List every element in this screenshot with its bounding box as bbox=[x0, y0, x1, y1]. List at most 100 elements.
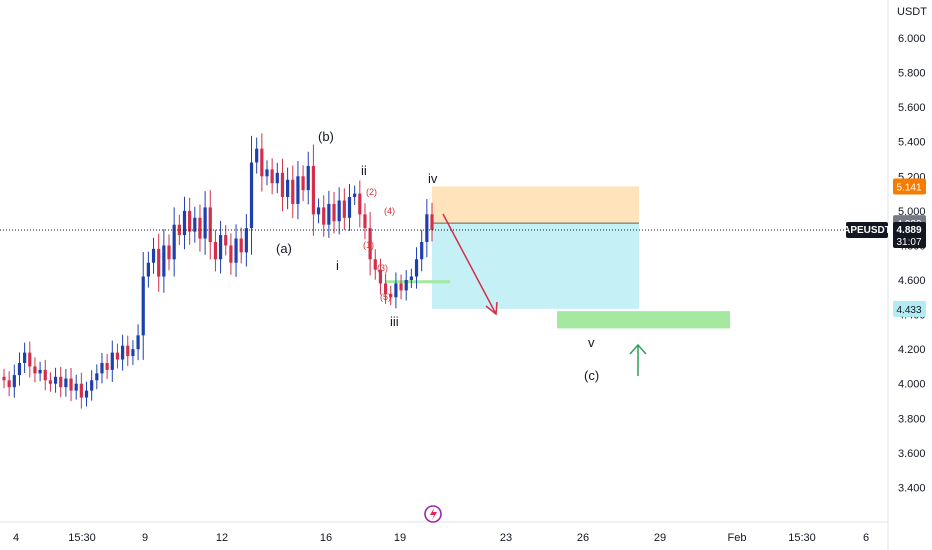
candle-body bbox=[425, 214, 429, 242]
candle-body bbox=[69, 378, 73, 391]
candle-body bbox=[368, 228, 372, 260]
candle-body bbox=[95, 373, 99, 381]
candle-body bbox=[378, 269, 383, 284]
x-tick-label: 29 bbox=[654, 532, 666, 544]
candle-body bbox=[404, 280, 408, 291]
current-price-tag: APEUSDT 4.889 31:07 bbox=[843, 222, 926, 249]
candle-body bbox=[260, 148, 264, 177]
symbol-tag: APEUSDT bbox=[843, 225, 891, 236]
sub-wave-5: (5) bbox=[380, 292, 391, 302]
x-tick-label: 4 bbox=[13, 532, 19, 544]
candle-body bbox=[296, 176, 300, 204]
candle-body bbox=[131, 349, 135, 357]
candle-body bbox=[358, 193, 362, 215]
x-tick-label: 9 bbox=[142, 532, 148, 544]
candle-body bbox=[110, 352, 114, 370]
candle-body bbox=[162, 245, 166, 277]
y-tick-label: 5.800 bbox=[898, 68, 926, 80]
candle-body bbox=[90, 380, 94, 391]
sub-wave-1: (1) bbox=[363, 240, 374, 250]
candle-body bbox=[430, 214, 434, 230]
wave-label-a: (a) bbox=[276, 241, 292, 256]
wave-label-b: (b) bbox=[318, 129, 334, 144]
candle-body bbox=[2, 376, 6, 381]
x-tick-label: 23 bbox=[500, 532, 512, 544]
countdown-timer: 31:07 bbox=[896, 237, 921, 248]
candle-body bbox=[146, 262, 150, 277]
candle-body bbox=[342, 200, 346, 218]
candle-body bbox=[306, 165, 310, 191]
y-tick-label: 3.600 bbox=[898, 448, 926, 460]
wave-label-i: i bbox=[336, 258, 339, 273]
y-tick-label: 4.200 bbox=[898, 344, 926, 356]
symbol-tag-bg bbox=[846, 222, 888, 239]
candle-body bbox=[84, 390, 89, 398]
candle-body bbox=[188, 210, 192, 232]
sub-wave-3: (3) bbox=[377, 263, 388, 273]
candle-body bbox=[157, 248, 161, 277]
x-tick-label: 15:30 bbox=[788, 532, 816, 544]
candle-body bbox=[193, 217, 197, 232]
time-axis[interactable]: 4 15:30 9 12 16 19 23 26 29 Feb 15:30 6 bbox=[13, 532, 869, 544]
candle-body bbox=[218, 235, 223, 260]
candle-body bbox=[151, 248, 156, 263]
y-tick-label: 4.600 bbox=[898, 275, 926, 287]
candle-body bbox=[17, 362, 22, 376]
candle-body bbox=[33, 366, 37, 374]
wave-label-ii: ii bbox=[361, 163, 367, 178]
candle-body bbox=[244, 228, 248, 253]
y-tick-label: 4.000 bbox=[898, 379, 926, 391]
candle-body bbox=[316, 207, 321, 215]
candle-body bbox=[270, 169, 274, 184]
price-tag-label: 4.433 bbox=[896, 305, 921, 316]
price-tag-bg bbox=[893, 178, 926, 195]
candle-body bbox=[322, 207, 326, 225]
candle-body bbox=[141, 276, 145, 336]
candle-body bbox=[213, 241, 218, 260]
candle-body bbox=[105, 362, 109, 370]
candle-body bbox=[383, 283, 388, 294]
x-tick-label: 6 bbox=[863, 532, 869, 544]
wave-label-v: v bbox=[588, 335, 595, 350]
y-tick-label: 5.400 bbox=[898, 137, 926, 149]
candle-body bbox=[239, 238, 243, 253]
logo-icon bbox=[424, 505, 442, 523]
candle-body bbox=[28, 352, 32, 367]
down-arrow bbox=[442, 213, 498, 316]
price-axis[interactable]: 3.4003.6003.8004.0004.2004.4004.6004.800… bbox=[898, 33, 926, 494]
candle-body bbox=[414, 259, 419, 277]
current-price-value: 4.889 bbox=[896, 225, 921, 236]
candle-body bbox=[363, 214, 367, 229]
price-tag-bg bbox=[893, 300, 926, 317]
sub-wave-2: (2) bbox=[366, 187, 377, 197]
x-tick-label: 19 bbox=[394, 532, 406, 544]
candle-body bbox=[234, 238, 238, 263]
candle-body bbox=[224, 235, 228, 246]
candle-body bbox=[265, 169, 269, 177]
candle-body bbox=[347, 197, 352, 218]
x-tick-label: 16 bbox=[320, 532, 332, 544]
wave-v-target-zone[interactable] bbox=[557, 311, 730, 329]
candle-body bbox=[280, 172, 285, 198]
candle-body bbox=[203, 207, 207, 239]
y-tick-label: 6.000 bbox=[898, 33, 926, 45]
up-arrow bbox=[629, 343, 647, 376]
stop-loss-zone[interactable] bbox=[432, 186, 639, 224]
y-tick-label: 5.600 bbox=[898, 102, 926, 114]
x-tick-label: 12 bbox=[216, 532, 228, 544]
candle-body bbox=[7, 380, 11, 388]
price-tag-label: 5.141 bbox=[896, 183, 921, 194]
wave-label-iii: iii bbox=[390, 314, 399, 329]
candle-body bbox=[373, 259, 377, 270]
candle-body bbox=[409, 276, 413, 281]
candle-body bbox=[115, 352, 120, 360]
candle-body bbox=[172, 224, 176, 260]
x-tick-label: 15:30 bbox=[68, 532, 96, 544]
candle-body bbox=[275, 172, 279, 184]
short-position-tool[interactable] bbox=[432, 186, 639, 309]
candle-body bbox=[167, 245, 171, 260]
candle-body bbox=[74, 383, 78, 391]
take-profit-zone[interactable] bbox=[432, 223, 639, 309]
candle-body bbox=[249, 162, 254, 229]
